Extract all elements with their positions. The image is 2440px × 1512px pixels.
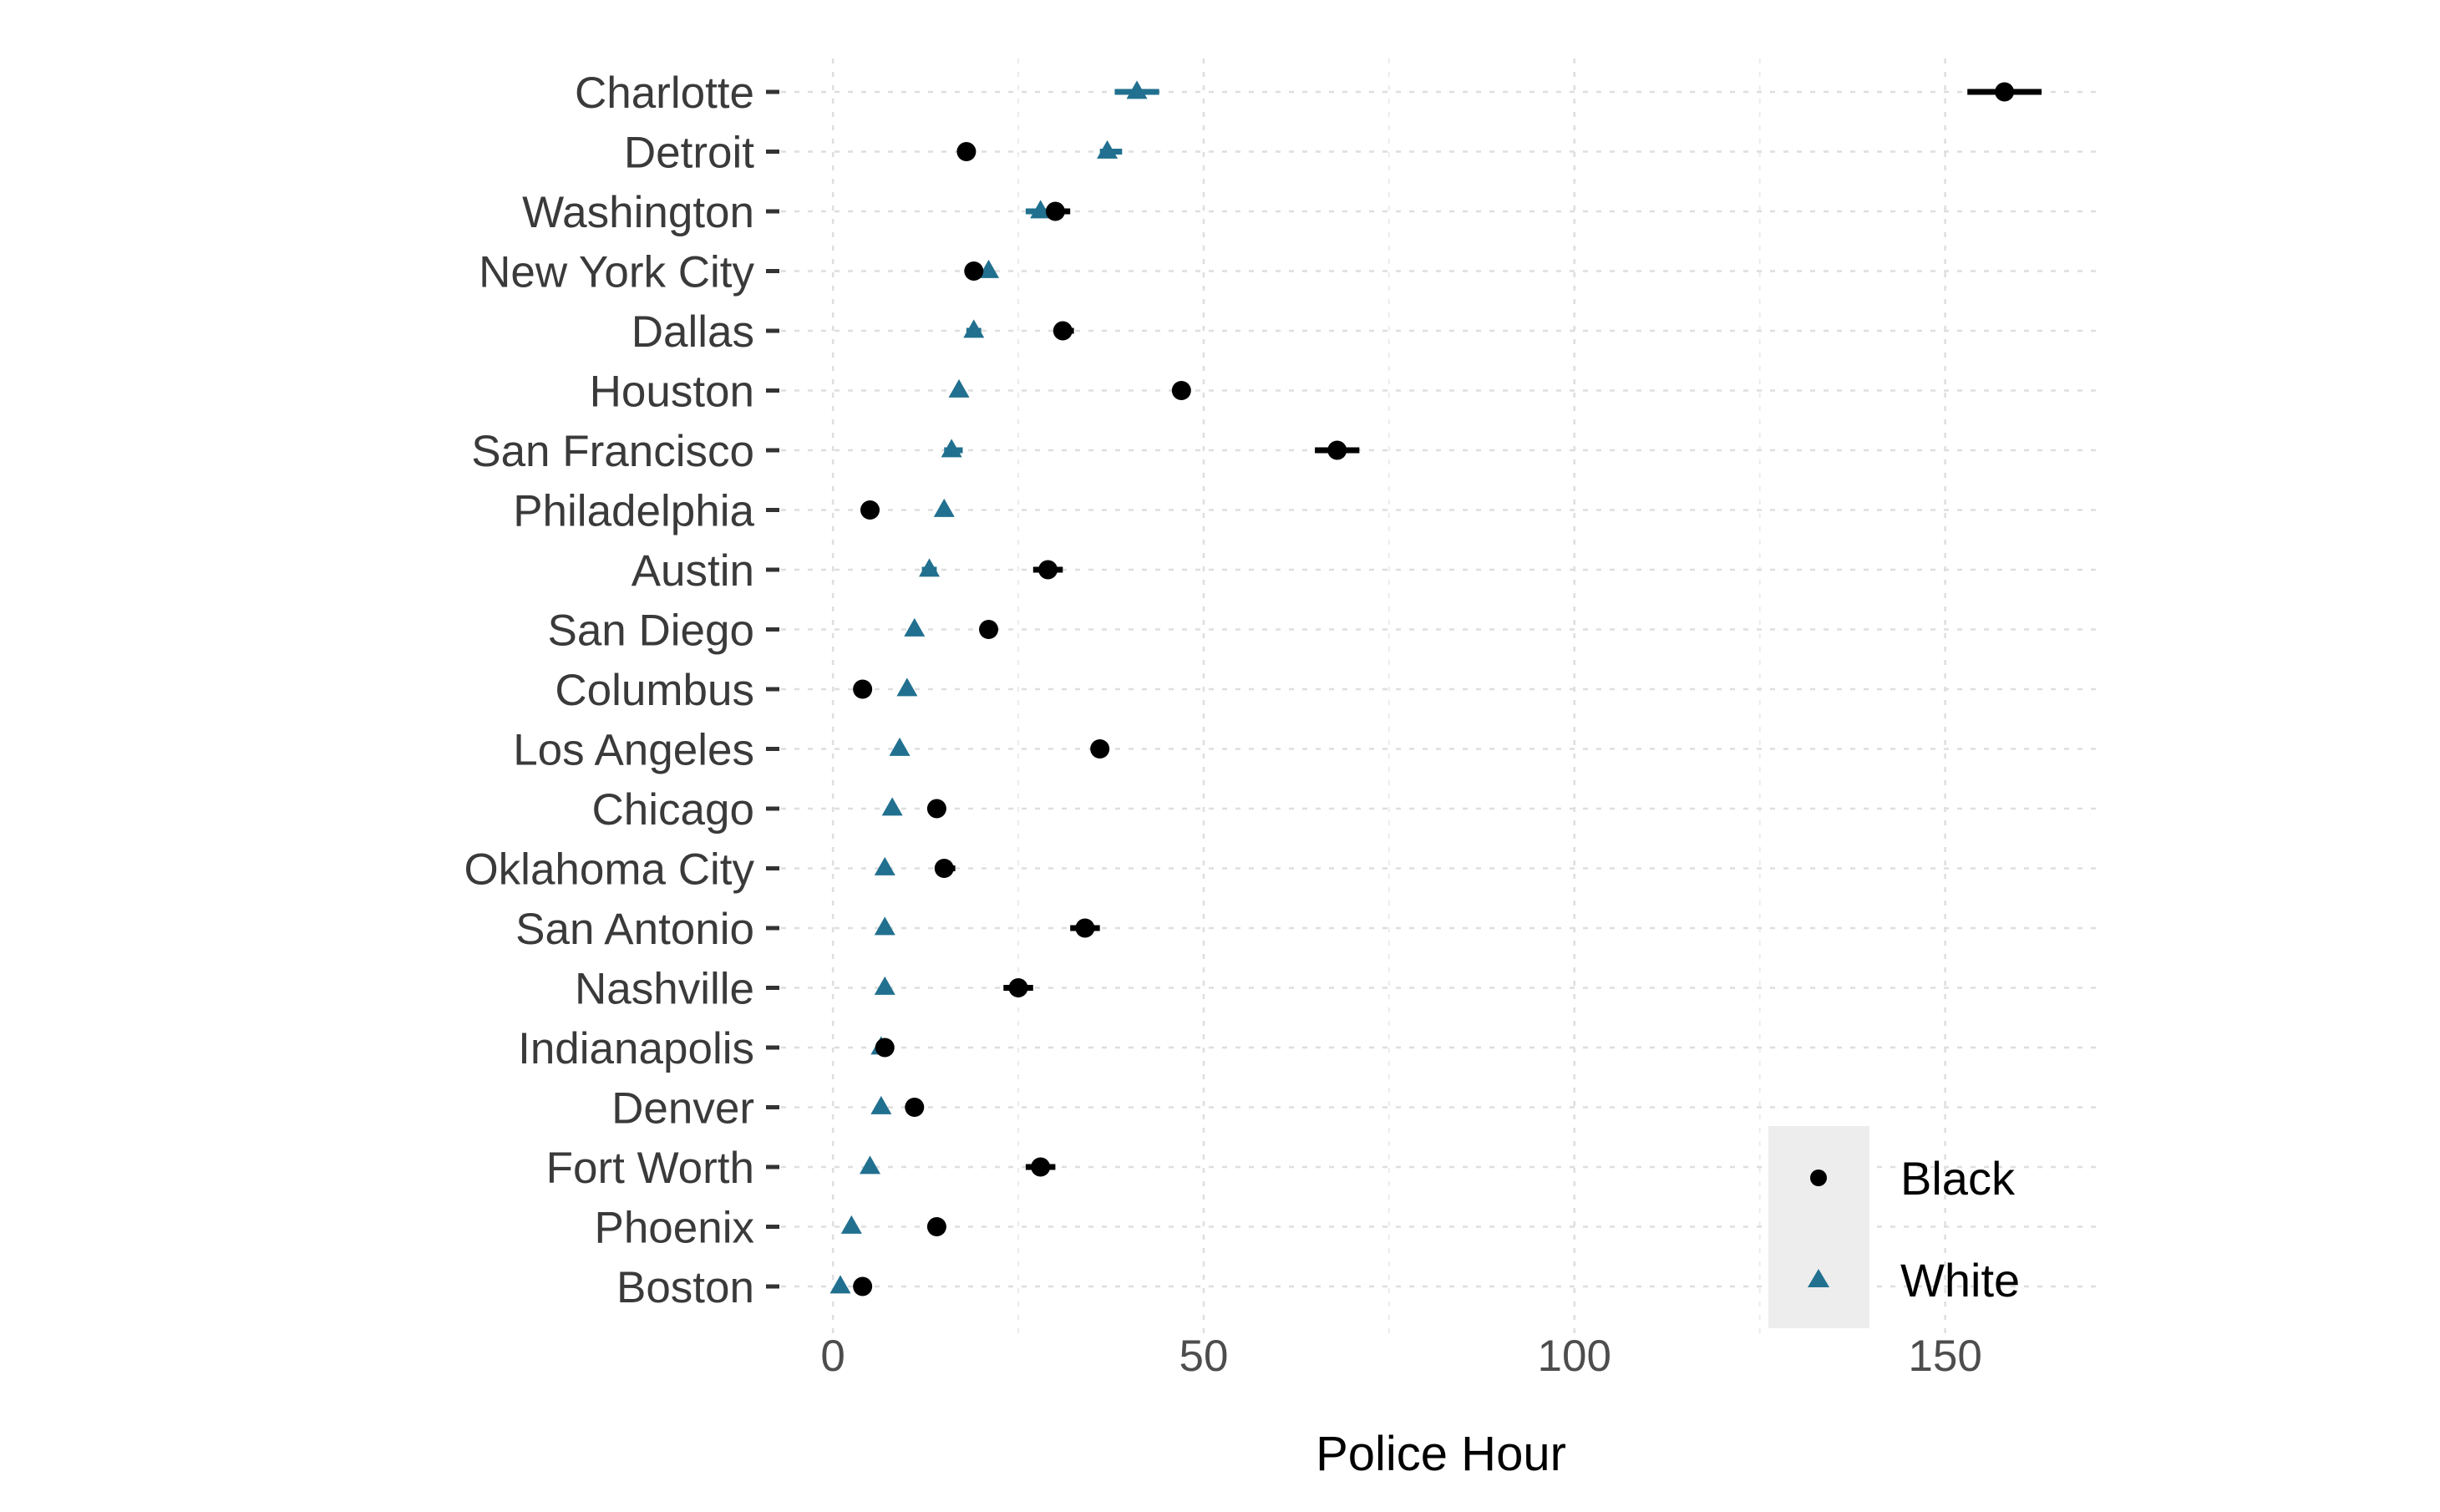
point-black [1045,201,1065,221]
y-tick-label: Nashville [575,965,754,1014]
point-black [1327,440,1347,460]
point-white [919,558,941,577]
y-tick-label: Oklahoma City [464,845,754,895]
y-tick-label: Detroit [624,129,754,178]
point-white [870,1095,892,1114]
y-tick-label: San Francisco [471,427,754,476]
legend-key-black [1810,1170,1827,1186]
point-black [926,1217,946,1236]
point-white [829,1275,851,1294]
y-tick-label: Austin [632,546,754,596]
point-white [941,439,962,458]
point-black [853,679,873,699]
y-tick-label: Chicago [592,785,754,835]
y-tick-label: New York City [479,248,754,297]
y-tick-label: San Diego [547,606,754,656]
point-white [840,1215,862,1234]
y-tick-label: Houston [590,368,754,417]
grid-layer [781,58,2101,1337]
legend-key-background [1768,1126,1869,1328]
point-black [1038,560,1058,580]
point-black [875,1038,895,1058]
point-white [933,498,955,517]
point-black [1171,381,1191,400]
y-axis: Charlotte Detroit Washington New York City D… [464,68,779,1312]
point-white [874,976,895,995]
point-white [889,737,911,756]
point-white [896,677,918,697]
point-white [1126,80,1148,99]
point-black [1090,739,1110,759]
y-tick-label: Los Angeles [513,726,754,775]
point-black [1053,321,1073,341]
point-black [1995,82,2015,102]
y-tick-label: Dallas [632,307,754,357]
legend-label-white: White [1900,1254,2020,1307]
y-tick-label: Phoenix [594,1204,754,1253]
y-tick-label: Boston [616,1263,754,1312]
point-white [874,856,895,875]
point-white [1030,200,1052,219]
point-black [853,1276,873,1296]
point-black [1031,1157,1051,1177]
point-black [979,620,999,639]
point-white [874,916,895,936]
y-tick-label: San Antonio [515,905,754,954]
y-tick-label: Charlotte [575,68,754,118]
point-white [1097,140,1119,159]
point-white [963,319,985,338]
point-black [956,142,977,161]
point-white [860,1155,881,1175]
x-tick-label: 150 [1908,1332,1981,1381]
y-tick-label: Columbus [555,666,754,715]
legend: Black White [1768,1126,2020,1328]
x-tick-label: 100 [1538,1332,1611,1381]
x-tick-label: 0 [820,1332,845,1381]
point-black [926,799,946,819]
point-black [860,500,880,520]
legend-label-black: Black [1900,1152,2016,1205]
point-black [934,859,954,878]
data-points [829,80,2015,1296]
x-axis-title: Police Hour [1316,1427,1566,1481]
point-black [1075,918,1095,938]
y-tick-label: Denver [611,1084,754,1134]
point-black [905,1098,925,1117]
point-white [948,378,970,398]
point-black [1008,978,1028,997]
y-tick-label: Washington [522,188,754,237]
legend-key-white [1808,1269,1829,1287]
x-axis: 0 50 100 150 [820,1332,1981,1381]
x-tick-label: 50 [1179,1332,1228,1381]
point-white [904,617,926,637]
point-white [881,797,903,816]
y-tick-label: Fort Worth [546,1144,754,1193]
y-tick-label: Indianapolis [518,1024,754,1073]
point-white [978,259,1000,278]
point-black [964,261,984,281]
y-tick-label: Philadelphia [513,487,754,536]
